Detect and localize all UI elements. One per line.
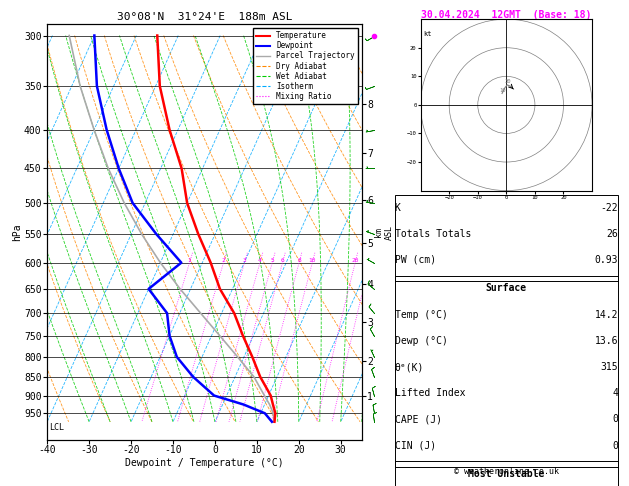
Text: 14.2: 14.2	[594, 310, 618, 320]
Text: Surface: Surface	[486, 283, 527, 294]
Text: CAPE (J): CAPE (J)	[394, 415, 442, 424]
Text: 26: 26	[606, 229, 618, 239]
Y-axis label: km
ASL: km ASL	[374, 225, 394, 240]
Text: Totals Totals: Totals Totals	[394, 229, 471, 239]
Text: 20: 20	[352, 258, 359, 262]
X-axis label: Dewpoint / Temperature (°C): Dewpoint / Temperature (°C)	[125, 458, 284, 468]
Bar	[394, 461, 618, 486]
Text: 1: 1	[187, 258, 191, 262]
Text: CIN (J): CIN (J)	[394, 441, 436, 451]
Text: 315: 315	[601, 362, 618, 372]
Text: © weatheronline.co.uk: © weatheronline.co.uk	[454, 468, 559, 476]
Text: 30.04.2024  12GMT  (Base: 18): 30.04.2024 12GMT (Base: 18)	[421, 10, 591, 19]
Text: Lifted Index: Lifted Index	[394, 388, 465, 398]
Text: 8: 8	[297, 258, 301, 262]
Text: 3: 3	[243, 258, 247, 262]
Legend: Temperature, Dewpoint, Parcel Trajectory, Dry Adiabat, Wet Adiabat, Isotherm, Mi: Temperature, Dewpoint, Parcel Trajectory…	[253, 28, 358, 104]
Text: Most Unstable: Most Unstable	[468, 469, 545, 479]
Text: 5: 5	[270, 258, 274, 262]
Text: 4: 4	[258, 258, 262, 262]
Text: LCL: LCL	[49, 423, 64, 432]
Text: 4: 4	[612, 388, 618, 398]
Text: -22: -22	[601, 203, 618, 212]
Text: 2: 2	[221, 258, 225, 262]
Text: PW (cm): PW (cm)	[394, 255, 436, 265]
Text: Dewp (°C): Dewp (°C)	[394, 336, 447, 346]
Text: 13.6: 13.6	[594, 336, 618, 346]
Title: 30°08'N  31°24'E  188m ASL: 30°08'N 31°24'E 188m ASL	[116, 12, 292, 22]
Text: 6: 6	[281, 258, 284, 262]
Text: K: K	[394, 203, 401, 212]
Text: 10: 10	[499, 88, 506, 93]
Bar	[394, 276, 618, 467]
Text: 0: 0	[612, 415, 618, 424]
Text: Temp (°C): Temp (°C)	[394, 310, 447, 320]
Bar	[394, 195, 618, 281]
Text: 0: 0	[612, 441, 618, 451]
Text: θᵉ(K): θᵉ(K)	[394, 362, 424, 372]
Text: 30: 30	[504, 79, 511, 85]
Text: 10: 10	[308, 258, 316, 262]
Text: kt: kt	[423, 31, 432, 36]
Y-axis label: hPa: hPa	[13, 223, 23, 241]
Text: 0.93: 0.93	[594, 255, 618, 265]
